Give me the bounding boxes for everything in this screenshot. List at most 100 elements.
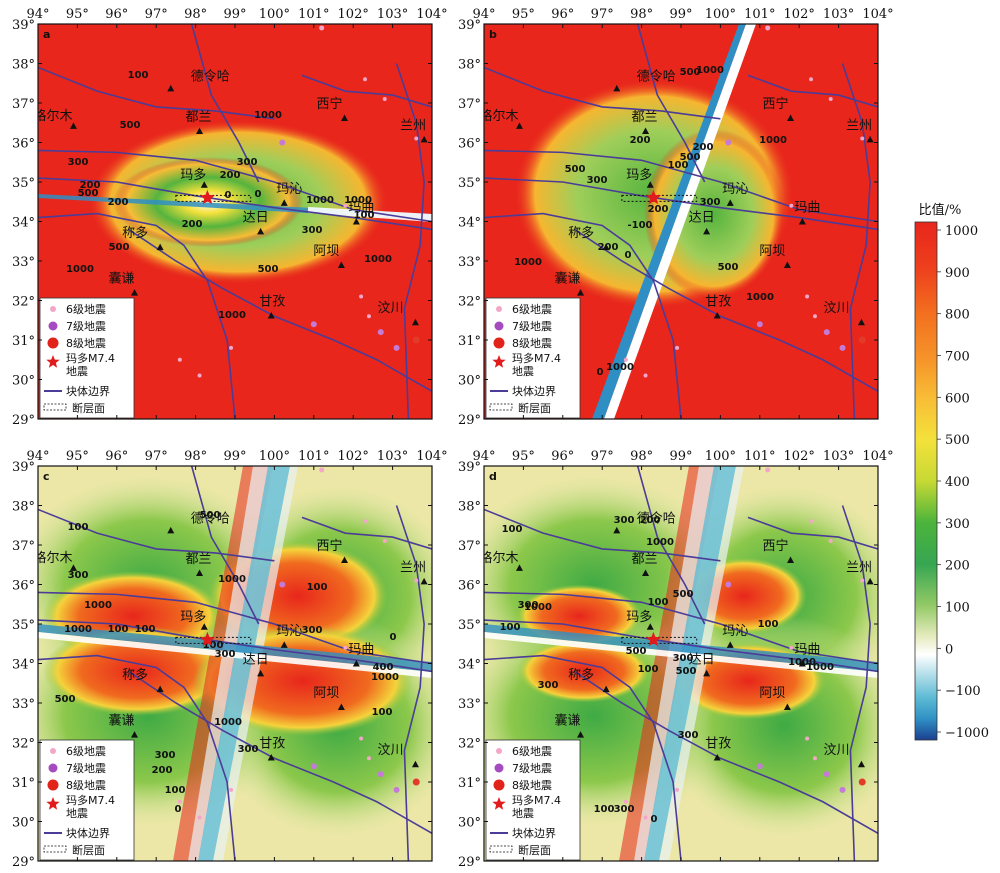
lat-tick-label: 39° xyxy=(12,460,35,475)
city-marker xyxy=(857,760,865,768)
earthquake-marker xyxy=(382,97,387,102)
city-label: 玛多 xyxy=(180,609,206,625)
contour-label: 100 xyxy=(594,804,615,815)
legend-fault: 断层面 xyxy=(518,401,551,415)
contour-label: 100 xyxy=(354,210,375,221)
lon-tick-label: 96° xyxy=(551,449,574,464)
city-marker xyxy=(577,289,585,296)
city-label: 玛沁 xyxy=(722,624,748,639)
city-marker xyxy=(577,731,585,738)
city-marker xyxy=(515,564,523,571)
earthquake-marker xyxy=(279,581,286,588)
lon-tick-label: 100° xyxy=(705,449,736,464)
contour-label: 1000 xyxy=(344,195,372,206)
lat-tick-label: 37° xyxy=(12,539,35,554)
contour-label: 100 xyxy=(500,622,521,633)
colorbar-tick-label: 500 xyxy=(945,433,970,448)
city-marker xyxy=(257,227,265,235)
lon-tick-label: 96° xyxy=(105,7,128,22)
contour-label: 1000 xyxy=(84,600,112,611)
city-marker xyxy=(857,318,865,326)
city-label: 玛多 xyxy=(180,167,206,183)
city-label: 西宁 xyxy=(317,538,343,554)
earthquake-marker xyxy=(828,539,833,544)
city-label: 囊谦 xyxy=(555,713,581,729)
city-marker xyxy=(726,641,734,648)
lat-tick-label: 30° xyxy=(12,374,35,389)
contour-label: 1000 xyxy=(364,254,392,265)
panel-label: d xyxy=(489,470,497,483)
city-marker xyxy=(866,577,874,585)
city-label: 玛多 xyxy=(626,609,652,625)
contour-label: 1000 xyxy=(646,537,674,548)
earthquake-marker xyxy=(319,467,325,473)
contour-label: 1000 xyxy=(371,672,399,683)
contour-label: 500 xyxy=(120,120,141,131)
city-label: 兰州 xyxy=(400,118,426,133)
earthquake-markers xyxy=(623,467,866,820)
colorbar-tick-label: 400 xyxy=(945,475,970,490)
city-label: 德令哈 xyxy=(191,69,230,84)
earthquake-marker xyxy=(828,97,833,102)
contour-label: 300 xyxy=(587,175,608,186)
city-marker xyxy=(352,218,360,225)
city-marker xyxy=(69,564,77,571)
colorbar: 比值/%10009008007006005004003002001000−100… xyxy=(914,202,989,741)
earthquake-marker xyxy=(279,139,286,146)
contour-label: 300 xyxy=(700,197,721,208)
colorbar-tick-label: 900 xyxy=(945,266,970,281)
colorbar-tick-label: 0 xyxy=(945,642,953,657)
earthquake-marker xyxy=(319,25,325,31)
contour-label: 400 xyxy=(373,662,394,673)
block-boundaries xyxy=(38,24,432,419)
legend-eq6: 6级地震 xyxy=(66,303,106,316)
city-label: 兰州 xyxy=(846,118,872,133)
city-label: 称多 xyxy=(568,667,594,683)
lat-tick-label: 38° xyxy=(458,500,481,515)
city-label: 格尔木 xyxy=(33,108,72,124)
lon-tick-label: 94° xyxy=(26,7,49,22)
city-label: 囊谦 xyxy=(109,271,135,287)
earthquake-marker xyxy=(812,756,817,761)
city-marker xyxy=(196,569,204,577)
lat-tick-label: 35° xyxy=(12,176,35,191)
contour-label: 100 xyxy=(648,597,669,608)
city-label: 甘孜 xyxy=(259,295,285,310)
legend-eq8: 8级地震 xyxy=(512,779,552,792)
earthquake-marker xyxy=(377,771,384,778)
contour-label: 100 xyxy=(68,522,89,533)
lat-tick-label: 35° xyxy=(12,618,35,633)
contour-label: 200 xyxy=(182,219,203,230)
city-label: 格尔木 xyxy=(33,550,72,566)
legend-eq8: 8级地震 xyxy=(66,337,106,350)
lat-tick-label: 34° xyxy=(12,658,35,673)
earthquake-markers xyxy=(177,25,420,378)
city-label: 西宁 xyxy=(763,538,789,554)
lat-tick-label: 39° xyxy=(458,460,481,475)
city-label: 达日 xyxy=(243,210,269,225)
earthquake-marker xyxy=(789,203,794,208)
lat-tick-label: 34° xyxy=(458,216,481,231)
lat-tick-label: 38° xyxy=(12,58,35,73)
axis-ticks: 94° 95° 96° 97° 98° 99° 100° 101° 102° 103° 104° 39… xyxy=(458,449,894,870)
city-marker xyxy=(131,289,139,296)
city-marker xyxy=(200,623,208,630)
city-label: 甘孜 xyxy=(705,737,731,752)
city-label: 汶川 xyxy=(823,742,849,758)
contour-label: 500 xyxy=(78,188,99,199)
legend-eq7: 7级地震 xyxy=(512,320,552,333)
colorbar-tick-label: 800 xyxy=(945,308,970,323)
eq7-icon xyxy=(494,763,504,773)
legend-eq7: 7级地震 xyxy=(66,762,106,775)
lat-tick-label: 36° xyxy=(458,579,481,594)
earthquake-marker xyxy=(858,778,866,786)
earthquake-marker xyxy=(839,344,846,351)
contour-label: 100 xyxy=(135,624,156,635)
lon-tick-label: 100° xyxy=(259,7,290,22)
city-label: 阿坝 xyxy=(759,686,785,701)
earthquake-marker xyxy=(310,321,317,328)
lon-tick-label: 100° xyxy=(705,7,736,22)
earthquake-marker xyxy=(860,578,865,583)
lon-tick-label: 103° xyxy=(377,449,408,464)
